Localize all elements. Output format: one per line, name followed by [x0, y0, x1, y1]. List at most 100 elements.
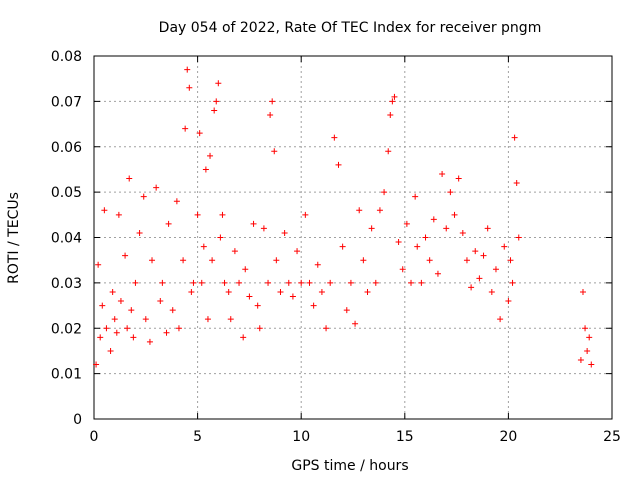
- data-point: [412, 193, 419, 200]
- data-point: [153, 184, 160, 191]
- data-point: [188, 288, 195, 295]
- data-point: [285, 279, 292, 286]
- data-point: [117, 298, 124, 305]
- data-point: [515, 234, 522, 241]
- data-point: [250, 220, 257, 227]
- data-point: [501, 243, 508, 250]
- x-tick-label: 0: [90, 429, 99, 445]
- data-point: [451, 211, 458, 218]
- data-point: [298, 279, 305, 286]
- data-point: [254, 302, 261, 309]
- data-point: [439, 170, 446, 177]
- data-point: [200, 243, 207, 250]
- data-point: [476, 275, 483, 282]
- x-tick-label: 20: [499, 429, 517, 445]
- data-point: [314, 261, 321, 268]
- data-point: [403, 220, 410, 227]
- data-point: [265, 279, 272, 286]
- data-point: [579, 288, 586, 295]
- data-point: [376, 207, 383, 214]
- data-point: [488, 288, 495, 295]
- data-point: [588, 361, 595, 368]
- data-point: [513, 180, 520, 187]
- data-point: [492, 266, 499, 273]
- y-tick-label: 0.01: [51, 367, 82, 383]
- y-tick-label: 0.04: [51, 231, 82, 247]
- x-tick-label: 15: [396, 429, 414, 445]
- data-point: [434, 270, 441, 277]
- data-point: [368, 225, 375, 232]
- data-point: [146, 338, 153, 345]
- data-point: [306, 279, 313, 286]
- data-point: [211, 107, 218, 114]
- data-point: [273, 257, 280, 264]
- data-point: [202, 166, 209, 173]
- data-point: [360, 257, 367, 264]
- data-point: [584, 347, 591, 354]
- data-point: [260, 225, 267, 232]
- data-point: [95, 261, 102, 268]
- data-point: [217, 234, 224, 241]
- x-tick-label: 10: [292, 429, 310, 445]
- data-point: [372, 279, 379, 286]
- data-point: [198, 279, 205, 286]
- data-point: [391, 93, 398, 100]
- data-point: [426, 257, 433, 264]
- data-point: [418, 279, 425, 286]
- y-tick-labels: 0 0.01 0.02 0.03 0.04 0.05 0.06 0.07 0.08: [51, 49, 82, 428]
- data-point: [430, 216, 437, 223]
- data-point: [175, 325, 182, 332]
- data-point: [271, 148, 278, 155]
- data-point: [196, 130, 203, 137]
- data-points: [93, 66, 595, 368]
- y-tick-label: 0: [73, 412, 82, 428]
- data-point: [577, 357, 584, 364]
- data-point: [186, 84, 193, 91]
- data-point: [267, 111, 274, 118]
- data-point: [352, 320, 359, 327]
- data-point: [389, 98, 396, 105]
- data-point: [277, 288, 284, 295]
- data-point: [335, 161, 342, 168]
- data-point: [236, 279, 243, 286]
- data-point: [182, 125, 189, 132]
- data-point: [395, 239, 402, 246]
- x-tick-label: 5: [193, 429, 202, 445]
- data-point: [364, 288, 371, 295]
- data-point: [157, 298, 164, 305]
- data-point: [414, 243, 421, 250]
- data-point: [180, 257, 187, 264]
- data-point: [215, 80, 222, 87]
- data-point: [163, 329, 170, 336]
- data-point: [302, 211, 309, 218]
- data-point: [356, 207, 363, 214]
- data-point: [505, 298, 512, 305]
- data-point: [159, 279, 166, 286]
- data-point: [204, 316, 211, 323]
- data-point: [463, 257, 470, 264]
- data-point: [107, 347, 114, 354]
- data-point: [323, 325, 330, 332]
- data-point: [128, 307, 135, 314]
- y-tick-label: 0.06: [51, 140, 82, 156]
- data-point: [381, 189, 388, 196]
- data-point: [472, 248, 479, 255]
- data-point: [246, 293, 253, 300]
- data-point: [408, 279, 415, 286]
- data-point: [281, 229, 288, 236]
- data-point: [221, 279, 228, 286]
- data-point: [269, 98, 276, 105]
- data-point: [225, 288, 232, 295]
- data-point: [497, 316, 504, 323]
- data-point: [190, 279, 197, 286]
- data-point: [422, 234, 429, 241]
- data-point: [507, 257, 514, 264]
- data-point: [459, 229, 466, 236]
- data-point: [339, 243, 346, 250]
- data-point: [256, 325, 263, 332]
- data-point: [242, 266, 249, 273]
- data-point: [586, 334, 593, 341]
- data-point: [399, 266, 406, 273]
- plot-frame: [93, 55, 613, 420]
